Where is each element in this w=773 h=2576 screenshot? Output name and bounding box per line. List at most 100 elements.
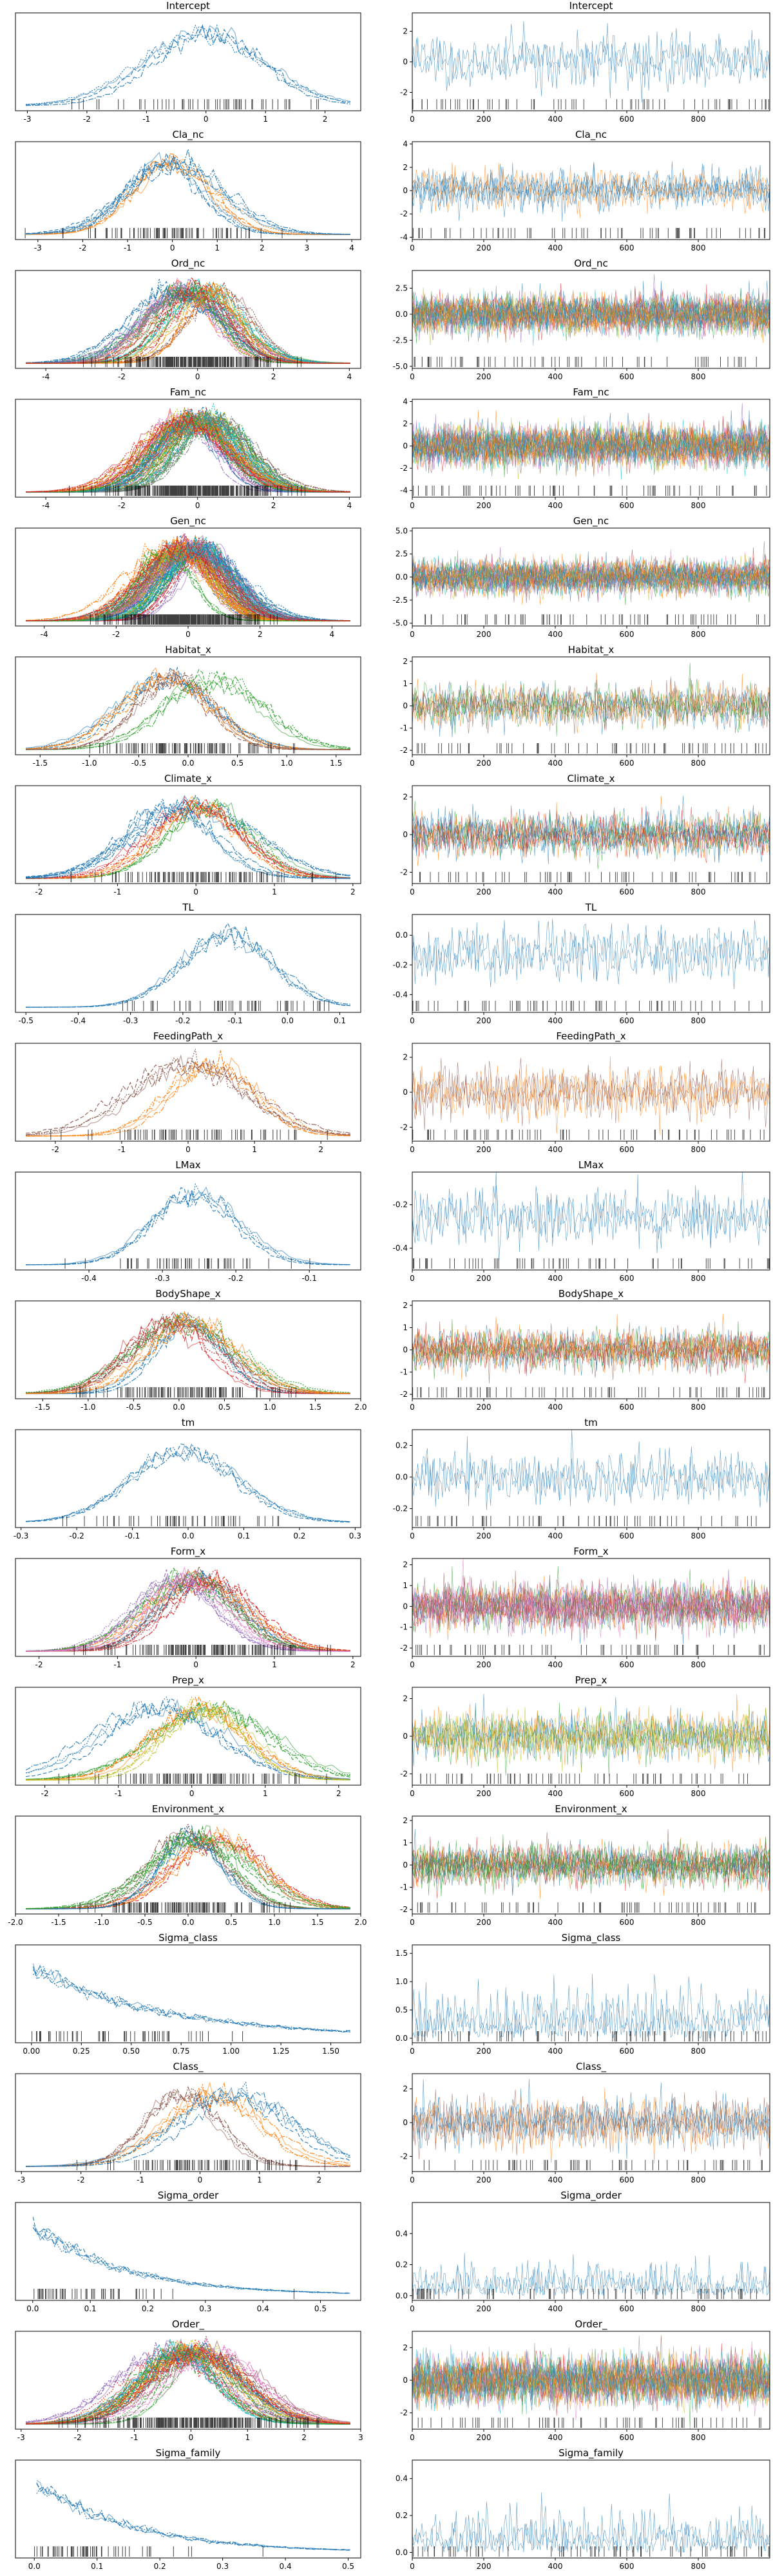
density-rug-8 — [50, 1130, 328, 1140]
density-rug-2 — [82, 357, 301, 367]
density-curve-11-0-2 — [26, 1447, 350, 1522]
trace-ytick-19-1: 0.2 — [396, 2511, 408, 2520]
trace-ytick-14-3: 1 — [403, 1838, 408, 1847]
trace-ytick-0-0: -2 — [400, 88, 408, 97]
density-curve-3-21-2 — [26, 412, 350, 493]
density-curve-0-0-2 — [26, 24, 350, 105]
density-curve-11-0-1 — [26, 1443, 350, 1523]
trace-title-13: Prep_x — [575, 1674, 607, 1687]
density-xtick-0-1: -2 — [83, 115, 91, 124]
density-title-5: Habitat_x — [165, 644, 211, 656]
trace-ytick-2-0: -5.0 — [393, 362, 408, 371]
trace-ytick-11-0: -0.2 — [393, 1504, 408, 1513]
trace-ytick-10-3: 1 — [403, 1323, 408, 1332]
density-curve-0-0-3 — [26, 24, 350, 106]
density-xtick-15-2: 0.50 — [122, 2047, 140, 2056]
trace-xtick-13-4: 800 — [691, 1789, 706, 1798]
trace-xtick-2-2: 400 — [548, 372, 563, 381]
trace-line-12-4-0 — [412, 1577, 770, 1642]
density-curve-12-6-1 — [26, 1571, 350, 1652]
density-xtick-7-1: -0.4 — [71, 1016, 86, 1025]
trace-xtick-18-3: 600 — [620, 2433, 635, 2442]
density-curve-6-4-1 — [26, 803, 350, 879]
density-xtick-17-0: 0.0 — [26, 2304, 39, 2313]
density-xtick-1-2: -1 — [124, 243, 131, 252]
trace-ytick-8-2: 2 — [403, 1053, 408, 1062]
trace-line-4-9-1 — [412, 556, 770, 600]
density-xtick-4-1: -2 — [112, 630, 120, 639]
trace-title-0: Intercept — [569, 0, 613, 12]
density-xtick-2-2: 0 — [195, 372, 200, 381]
density-curve-13-1-1 — [26, 1695, 350, 1781]
density-xtick-3-4: 4 — [347, 501, 352, 510]
trace-line-10-3-0 — [412, 1321, 770, 1384]
density-xtick-11-3: 0.0 — [182, 1531, 194, 1540]
trace-xtick-18-0: 0 — [410, 2433, 415, 2442]
density-curve-14-3-3 — [26, 1827, 350, 1909]
density-xtick-13-0: -2 — [41, 1789, 49, 1798]
density-curve-13-3-3 — [26, 1700, 350, 1781]
trace-xtick-1-2: 400 — [548, 243, 563, 252]
trace-title-14: Environment_x — [555, 1803, 627, 1815]
trace-xtick-5-3: 600 — [620, 759, 635, 768]
density-xtick-19-5: 0.5 — [342, 2562, 354, 2571]
density-xtick-15-6: 1.50 — [322, 2047, 339, 2056]
density-xtick-14-4: 0.0 — [182, 1918, 194, 1927]
trace-rug-10 — [412, 1387, 765, 1397]
density-curve-6-4-2 — [26, 797, 350, 879]
trace-rug-0 — [412, 99, 769, 109]
density-rug-16 — [76, 2160, 325, 2170]
density-curve-19-0-3 — [36, 2482, 350, 2551]
density-curve-2-4-1 — [26, 279, 350, 364]
trace-xtick-0-1: 200 — [477, 115, 491, 124]
trace-rug-12 — [415, 1645, 765, 1655]
density-curve-9-0-3 — [26, 1188, 350, 1265]
trace-ytick-18-1: 0 — [403, 2376, 408, 2385]
density-xtick-7-5: 0.0 — [282, 1016, 294, 1025]
trace-xtick-6-0: 0 — [410, 887, 415, 896]
density-curve-10-1-2 — [26, 1316, 350, 1393]
density-curve-17-0-0 — [32, 2224, 350, 2294]
trace-ytick-0-1: 0 — [403, 57, 408, 66]
density-xtick-15-5: 1.25 — [272, 2047, 290, 2056]
trace-line-12-5-1 — [412, 1570, 770, 1638]
density-curve-8-0-2 — [26, 1056, 350, 1137]
trace-ytick-1-4: 4 — [403, 140, 408, 149]
trace-xtick-0-2: 400 — [548, 115, 563, 124]
density-curve-19-0-2 — [36, 2488, 350, 2551]
trace-ytick-17-0: 0.0 — [396, 2291, 408, 2300]
density-curve-11-0-0 — [26, 1444, 350, 1522]
trace-ytick-2-2: 0.0 — [396, 310, 408, 319]
density-curve-3-23-2 — [26, 417, 350, 493]
trace-xtick-6-4: 800 — [691, 887, 706, 896]
density-xtick-9-3: -0.1 — [301, 1274, 316, 1283]
density-curve-18-12-1 — [26, 2345, 350, 2425]
density-xtick-9-1: -0.3 — [155, 1274, 169, 1283]
density-rug-17 — [33, 2289, 294, 2299]
density-curve-13-2-3 — [25, 1700, 350, 1780]
density-xtick-5-2: -0.5 — [131, 759, 146, 768]
density-xtick-0-3: 0 — [204, 115, 209, 124]
trace-line-16-2-0 — [412, 2079, 770, 2159]
trace-rug-19 — [413, 2546, 770, 2557]
trace-ytick-16-2: 2 — [403, 2085, 408, 2094]
trace-frame-11 — [412, 1429, 770, 1528]
trace-rug-11 — [415, 1516, 757, 1526]
trace-title-8: FeedingPath_x — [556, 1030, 625, 1043]
density-curve-3-22-3 — [26, 415, 350, 493]
trace-ytick-2-1: -2.5 — [393, 336, 408, 345]
density-title-7: TL — [182, 902, 194, 913]
density-xtick-9-0: -0.4 — [81, 1274, 96, 1283]
trace-xtick-14-2: 400 — [548, 1918, 563, 1927]
density-curve-13-1-3 — [26, 1696, 350, 1781]
trace-ytick-15-3: 1.5 — [396, 1949, 408, 1958]
trace-xtick-2-0: 0 — [410, 372, 415, 381]
density-curve-5-2-3 — [26, 675, 350, 750]
density-curve-6-3-1 — [26, 800, 350, 879]
density-xtick-12-0: -2 — [35, 1660, 43, 1669]
trace-xtick-10-1: 200 — [477, 1403, 491, 1412]
trace-xtick-1-1: 200 — [477, 243, 491, 252]
density-rug-3 — [69, 486, 305, 496]
density-curve-12-6-2 — [26, 1573, 350, 1652]
trace-line-3-11-1 — [412, 420, 770, 477]
